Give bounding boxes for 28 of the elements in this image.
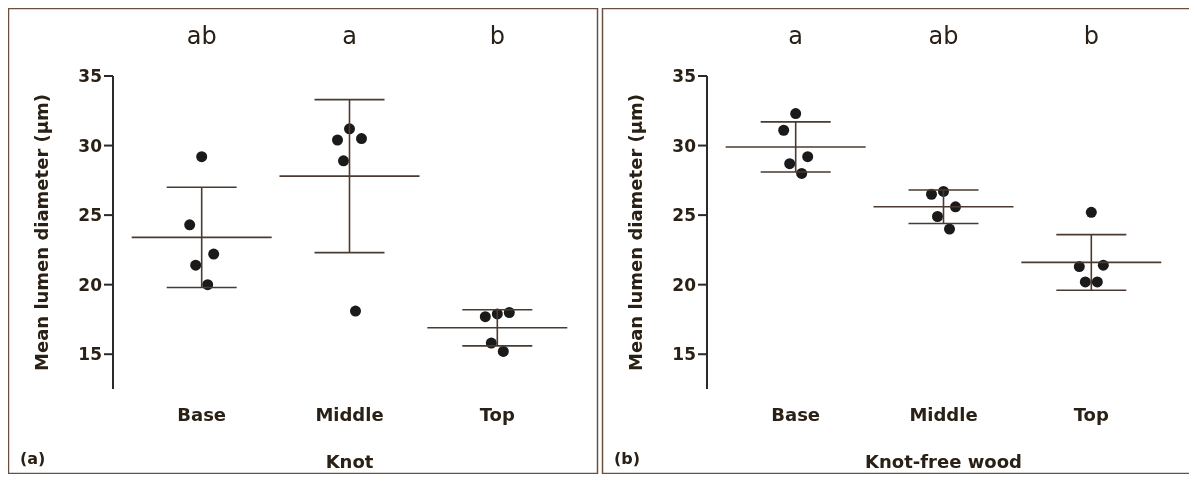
text: b xyxy=(489,22,505,51)
text: b xyxy=(1083,22,1099,51)
y-tick-label: 25 xyxy=(672,205,696,226)
y-tick-label: 15 xyxy=(78,344,102,365)
x-tick-label: Top xyxy=(1073,404,1109,425)
y-tick-label: 30 xyxy=(78,135,103,156)
y-tick-label: 35 xyxy=(672,65,696,86)
text: (a) xyxy=(20,449,46,468)
x-tick-label: Base xyxy=(771,404,821,425)
text: a xyxy=(342,22,357,51)
y-tick-label: 35 xyxy=(78,65,102,86)
x-tick-label: Base xyxy=(177,404,227,425)
x-tick-label: Middle xyxy=(909,404,978,425)
x-tick-label: Middle xyxy=(315,404,384,425)
y-tick-label: 30 xyxy=(672,135,697,156)
text: ab xyxy=(186,22,217,51)
text: a xyxy=(788,22,804,51)
text: ab xyxy=(928,22,959,51)
x-axis-title: Knot xyxy=(325,451,374,472)
y-axis-title: Mean lumen diameter (µm) xyxy=(31,94,52,371)
y-tick-label: 20 xyxy=(672,274,697,295)
y-tick-label: 20 xyxy=(78,274,103,295)
text: (b) xyxy=(614,449,641,468)
y-tick-label: 15 xyxy=(672,344,696,365)
y-tick-label: 25 xyxy=(78,205,102,226)
x-axis-title: Knot-free wood xyxy=(865,451,1022,472)
x-tick-label: Top xyxy=(479,404,515,425)
y-axis-title: Mean lumen diameter (µm) xyxy=(625,94,646,371)
